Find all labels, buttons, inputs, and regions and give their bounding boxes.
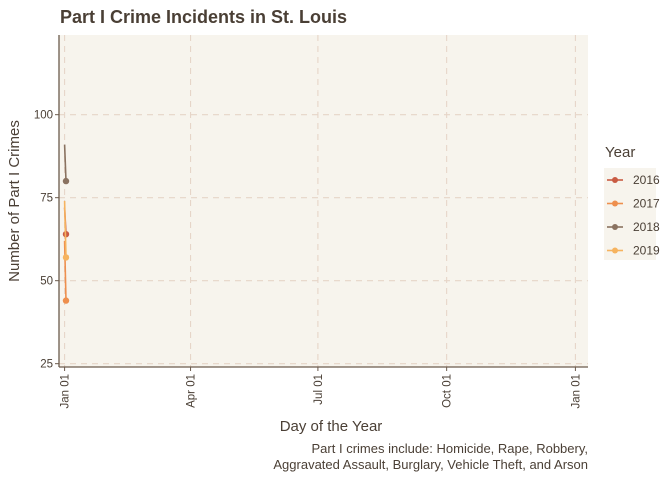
legend-title: Year [605,144,635,161]
x-tick-label-3: Oct 01 [442,374,454,408]
y-axis-title: Number of Part I Crimes [6,120,23,282]
series-line-2019 [63,200,67,258]
legend-label-2017: 2017 [633,197,660,211]
legend-label-2016: 2016 [633,173,660,187]
x-axis-title: Day of the Year [280,418,383,435]
legend-key-point-2017 [612,200,618,207]
y-tick-label-2: 75 [40,193,53,205]
series-point-2017 [62,297,70,304]
series-line-2017 [63,240,67,301]
caption-line-2: Aggravated Assault, Burglary, Vehicle Th… [273,457,588,472]
legend-key-point-2019 [612,247,618,254]
y-tick-label-1: 50 [40,276,53,288]
y-tick-label-0: 25 [40,359,53,371]
caption-line-1: Part I crimes include: Homicide, Rape, R… [312,441,588,456]
x-tick-label-2: Jul 01 [313,374,325,405]
legend-label-2018: 2018 [633,220,660,234]
legend-key-point-2018 [612,224,618,230]
legend: Year 2016 2017 2018 2019 [604,144,660,260]
y-tick-label-3: 100 [34,110,53,122]
x-tick-label-1: Apr 01 [186,374,198,408]
chart-title: Part I Crime Incidents in St. Louis [60,7,347,27]
x-tick-label-0: Jan 01 [60,374,72,409]
legend-label-2019: 2019 [633,244,660,258]
series-line-2018 [63,144,67,182]
legend-box [604,168,656,260]
series-point-2019 [62,254,70,261]
x-tick-label-4: Jan 01 [570,374,582,409]
plot-panel [59,35,588,367]
legend-key-point-2016 [612,177,618,183]
series-point-2018 [62,177,70,185]
